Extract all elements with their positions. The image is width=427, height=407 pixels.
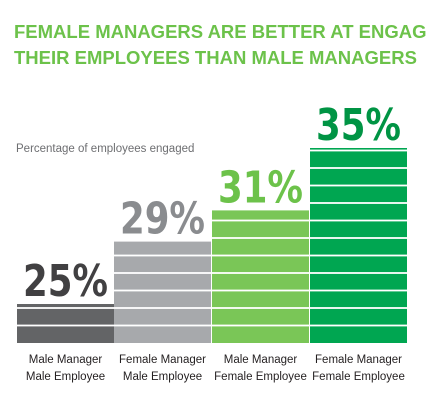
bar-stripe	[212, 324, 309, 327]
bar-stripe	[114, 254, 211, 257]
bar-stripe	[310, 202, 407, 204]
category-label-3-line-1: Male Manager	[224, 354, 298, 366]
category-label-4-line-2: Female Employee	[312, 371, 405, 383]
value-labels-layer: 25%29% 31% 35%	[23, 100, 401, 307]
bar-stripe	[310, 307, 407, 309]
bar-fill-2	[114, 241, 211, 343]
bar-stripe	[310, 184, 407, 187]
bar-fill-1	[17, 304, 114, 343]
bar-stripe	[310, 254, 407, 257]
bar-stripe	[212, 254, 309, 257]
bar-1	[17, 304, 114, 343]
bar-stripe	[310, 167, 407, 169]
bar-stripe	[310, 324, 407, 327]
chart-title-line-2: THEIR EMPLOYEES THAN MALE MANAGERS	[14, 47, 417, 68]
bar-stripe	[310, 237, 407, 239]
bar-fill-3	[212, 210, 309, 343]
bar-stripe	[212, 237, 309, 239]
y-axis-label: Percentage of employees engaged	[16, 143, 194, 155]
category-labels-layer: Male Manager Male Employee Female Manager M…	[26, 354, 405, 383]
bar-stripe	[212, 272, 309, 274]
bar-stripe	[310, 272, 407, 274]
category-label-2-line-2: Male Employee	[123, 371, 202, 383]
bar-stripe	[310, 219, 407, 222]
bar-stripe	[212, 289, 309, 292]
value-label-1: 25%	[23, 256, 108, 307]
chart-title-line-1: FEMALE MANAGERS ARE BETTER AT ENGAGING	[14, 21, 427, 42]
bar-stripe	[212, 307, 309, 309]
category-label-3-line-2: Female Employee	[214, 371, 307, 383]
bar-stripe	[114, 289, 211, 292]
bar-3	[212, 210, 309, 343]
bar-4	[310, 148, 407, 343]
category-label-1-line-2: Male Employee	[26, 371, 105, 383]
value-label-4: 35%	[316, 100, 401, 151]
category-label-4-line-1: Female Manager	[315, 354, 402, 366]
bar-2	[114, 241, 211, 343]
bar-stripe	[114, 307, 211, 309]
bar-stripe	[310, 149, 407, 152]
category-label-1-line-1: Male Manager	[29, 354, 103, 366]
bar-stripe	[17, 324, 114, 327]
bar-stripe	[114, 272, 211, 274]
bars-layer	[17, 148, 407, 343]
bar-stripe	[17, 307, 114, 309]
bar-stripe	[114, 324, 211, 327]
bar-stripe	[212, 219, 309, 222]
bar-fill-4	[310, 148, 407, 343]
value-label-2: 29%	[120, 194, 205, 245]
bar-stripe	[310, 289, 407, 292]
category-label-2-line-1: Female Manager	[119, 354, 206, 366]
value-label-3: 31%	[218, 162, 303, 213]
